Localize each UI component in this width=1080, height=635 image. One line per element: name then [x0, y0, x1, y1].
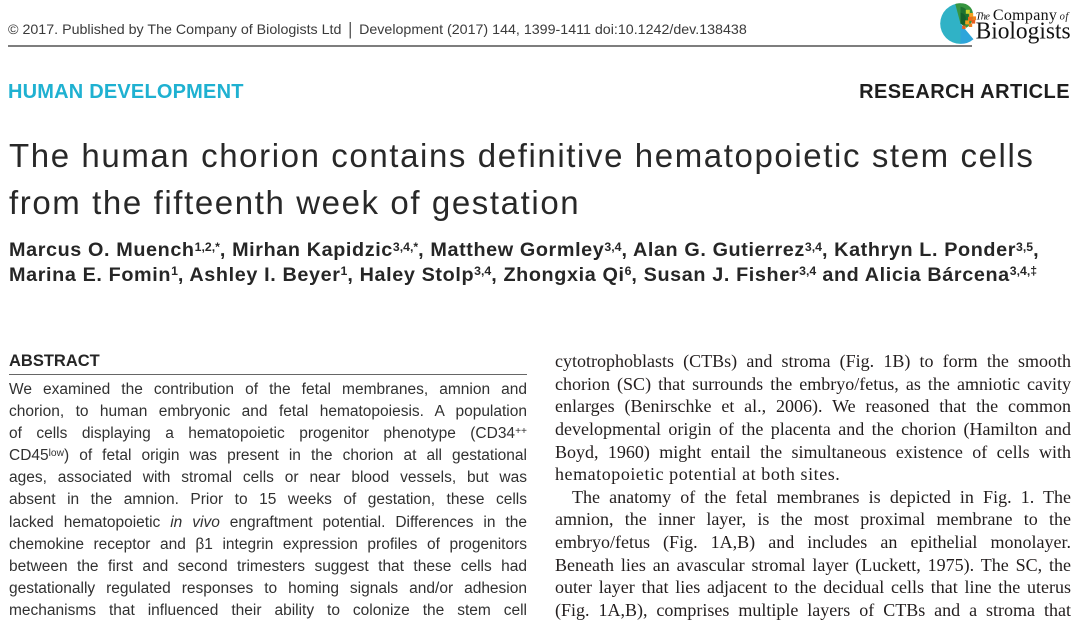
svg-text:Company: Company: [993, 7, 1057, 24]
svg-text:Biologists: Biologists: [976, 19, 1071, 45]
svg-text:The: The: [976, 12, 991, 23]
svg-text:of: of: [1060, 12, 1071, 23]
